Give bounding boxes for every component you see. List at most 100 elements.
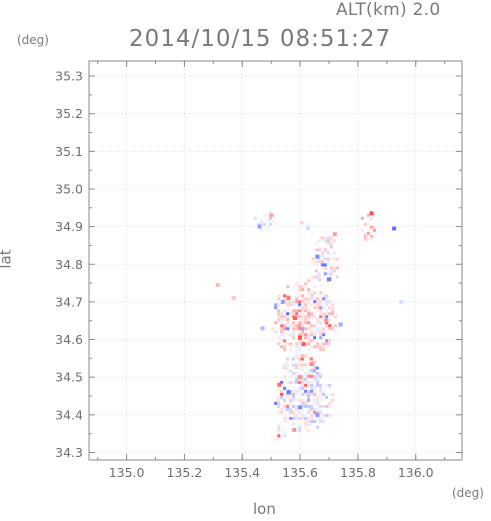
heatmap-cell [301, 351, 305, 355]
heatmap-cell [283, 434, 287, 438]
heatmap-cell [307, 374, 311, 378]
heatmap-cell [295, 297, 299, 301]
heatmap-cell [289, 374, 293, 378]
heatmap-cell [326, 272, 330, 276]
y-tick-label: 35.3 [55, 69, 83, 84]
heatmap-cell [274, 303, 278, 307]
heatmap-cell [304, 330, 308, 334]
heatmap-cell [307, 383, 311, 387]
heatmap-cell [304, 315, 308, 319]
heatmap-cell [316, 318, 320, 322]
heatmap-sample [286, 390, 291, 395]
heatmap-cell [279, 366, 283, 370]
heatmap-cell [292, 336, 296, 340]
heatmap-cell [286, 398, 290, 402]
datetime-title: 2014/10/15 08:51:27 [129, 26, 392, 52]
heatmap-cell [277, 297, 281, 301]
heatmap-cell [317, 239, 321, 243]
heatmap-cell [317, 236, 321, 240]
heatmap-cell [316, 345, 320, 349]
heatmap-cell [301, 297, 305, 301]
heatmap-cell [304, 297, 308, 301]
heatmap-cell [303, 369, 307, 373]
heatmap-cell [319, 383, 323, 387]
heatmap-cell [319, 348, 323, 352]
heatmap-cell [289, 395, 293, 399]
heatmap-cell [265, 228, 269, 232]
heatmap-cell [298, 327, 302, 331]
heatmap-cell [292, 371, 296, 375]
heatmap-cell [289, 351, 293, 355]
heatmap-cell [328, 330, 332, 334]
heatmap-cell [304, 318, 308, 322]
heatmap-sample [231, 296, 236, 301]
heatmap-cell [301, 306, 305, 310]
y-tick-label: 35.1 [55, 144, 83, 159]
heatmap-cell [301, 389, 305, 393]
heatmap-cell [286, 321, 290, 325]
heatmap-cell [301, 398, 305, 402]
heatmap-cell [297, 366, 301, 370]
heatmap-cell [323, 248, 327, 252]
heatmap-cell [295, 294, 299, 298]
heatmap-cell [274, 437, 278, 441]
heatmap-cell [286, 306, 290, 310]
heatmap-cell [289, 300, 293, 304]
heatmap-cell [363, 234, 367, 238]
heatmap-cell [320, 260, 324, 264]
heatmap-cell [291, 363, 295, 367]
heatmap-cell [329, 236, 333, 240]
heatmap-cell [294, 354, 298, 358]
heatmap-cell [304, 303, 308, 307]
heatmap-cell [292, 303, 296, 307]
heatmap-cell [300, 375, 304, 379]
heatmap-cell [295, 345, 299, 349]
heatmap-cell [292, 410, 296, 414]
heatmap-cell [292, 333, 296, 337]
heatmap-cell [323, 272, 327, 276]
heatmap-cell [300, 357, 304, 361]
heatmap-cell [301, 413, 305, 417]
heatmap-cell [277, 321, 281, 325]
heatmap-sample [301, 342, 306, 347]
heatmap-cell [326, 236, 330, 240]
heatmap-cell [325, 339, 329, 343]
heatmap-cell [306, 357, 310, 361]
heatmap-cell [366, 216, 370, 220]
heatmap-cell [301, 383, 305, 387]
heatmap-cell [325, 303, 329, 307]
heatmap-cell [285, 363, 289, 367]
heatmap-cell [292, 413, 296, 417]
heatmap-cell [295, 348, 299, 352]
heatmap-cell [310, 407, 314, 411]
heatmap-cell [286, 333, 290, 337]
heatmap-cell [310, 368, 314, 372]
y-axis-unit: (deg) [17, 33, 49, 47]
heatmap-cell [286, 392, 290, 396]
tick-layer: 135.0 135.2 135.4 135.6 135.8 136.0 34.3 34.4 34… [55, 61, 462, 480]
heatmap-cell [268, 222, 272, 226]
heatmap-cell [332, 260, 336, 264]
heatmap-cell [316, 404, 320, 408]
heatmap-cell [307, 291, 311, 295]
heatmap-cell [310, 303, 314, 307]
heatmap-cell [307, 315, 311, 319]
heatmap-cell [286, 294, 290, 298]
heatmap-cell [283, 419, 287, 423]
heatmap-cell [298, 333, 302, 337]
heatmap-cell [277, 336, 281, 340]
heatmap-cell [259, 219, 263, 223]
heatmap-cell [274, 398, 278, 402]
heatmap-cell [320, 236, 324, 240]
heatmap-cell [369, 237, 373, 241]
heatmap-cell [322, 392, 326, 396]
heatmap-cell [295, 291, 299, 295]
heatmap-cell [295, 321, 299, 325]
heatmap-sample [298, 405, 303, 410]
heatmap-cell [332, 251, 336, 255]
x-tick-label: 135.4 [224, 465, 260, 480]
heatmap-cell [271, 213, 275, 217]
heatmap-cell [319, 336, 323, 340]
heatmap-cell [310, 324, 314, 328]
heatmap-cell [292, 321, 296, 325]
